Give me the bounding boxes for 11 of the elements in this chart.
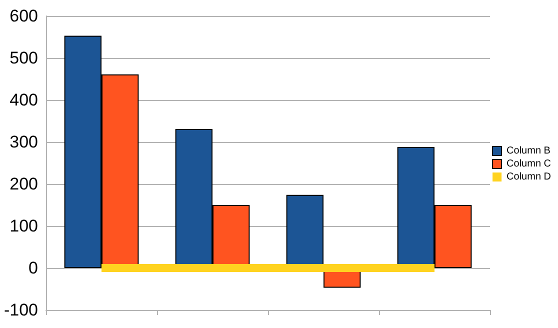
- y-tick-label: 600: [10, 6, 38, 26]
- legend-label: Column B: [506, 146, 551, 156]
- legend-label: Column D: [506, 172, 552, 182]
- legend-label: Column C: [506, 158, 552, 170]
- y-tick-label: 0: [28, 258, 38, 278]
- y-tick-label: -100: [4, 300, 38, 320]
- y-tick-label: 200: [10, 174, 38, 194]
- y-tick-label: 100: [10, 216, 38, 236]
- y-tick-label: 500: [10, 48, 38, 68]
- y-tick-label: 300: [10, 132, 38, 152]
- y-tick-label: 400: [10, 90, 38, 110]
